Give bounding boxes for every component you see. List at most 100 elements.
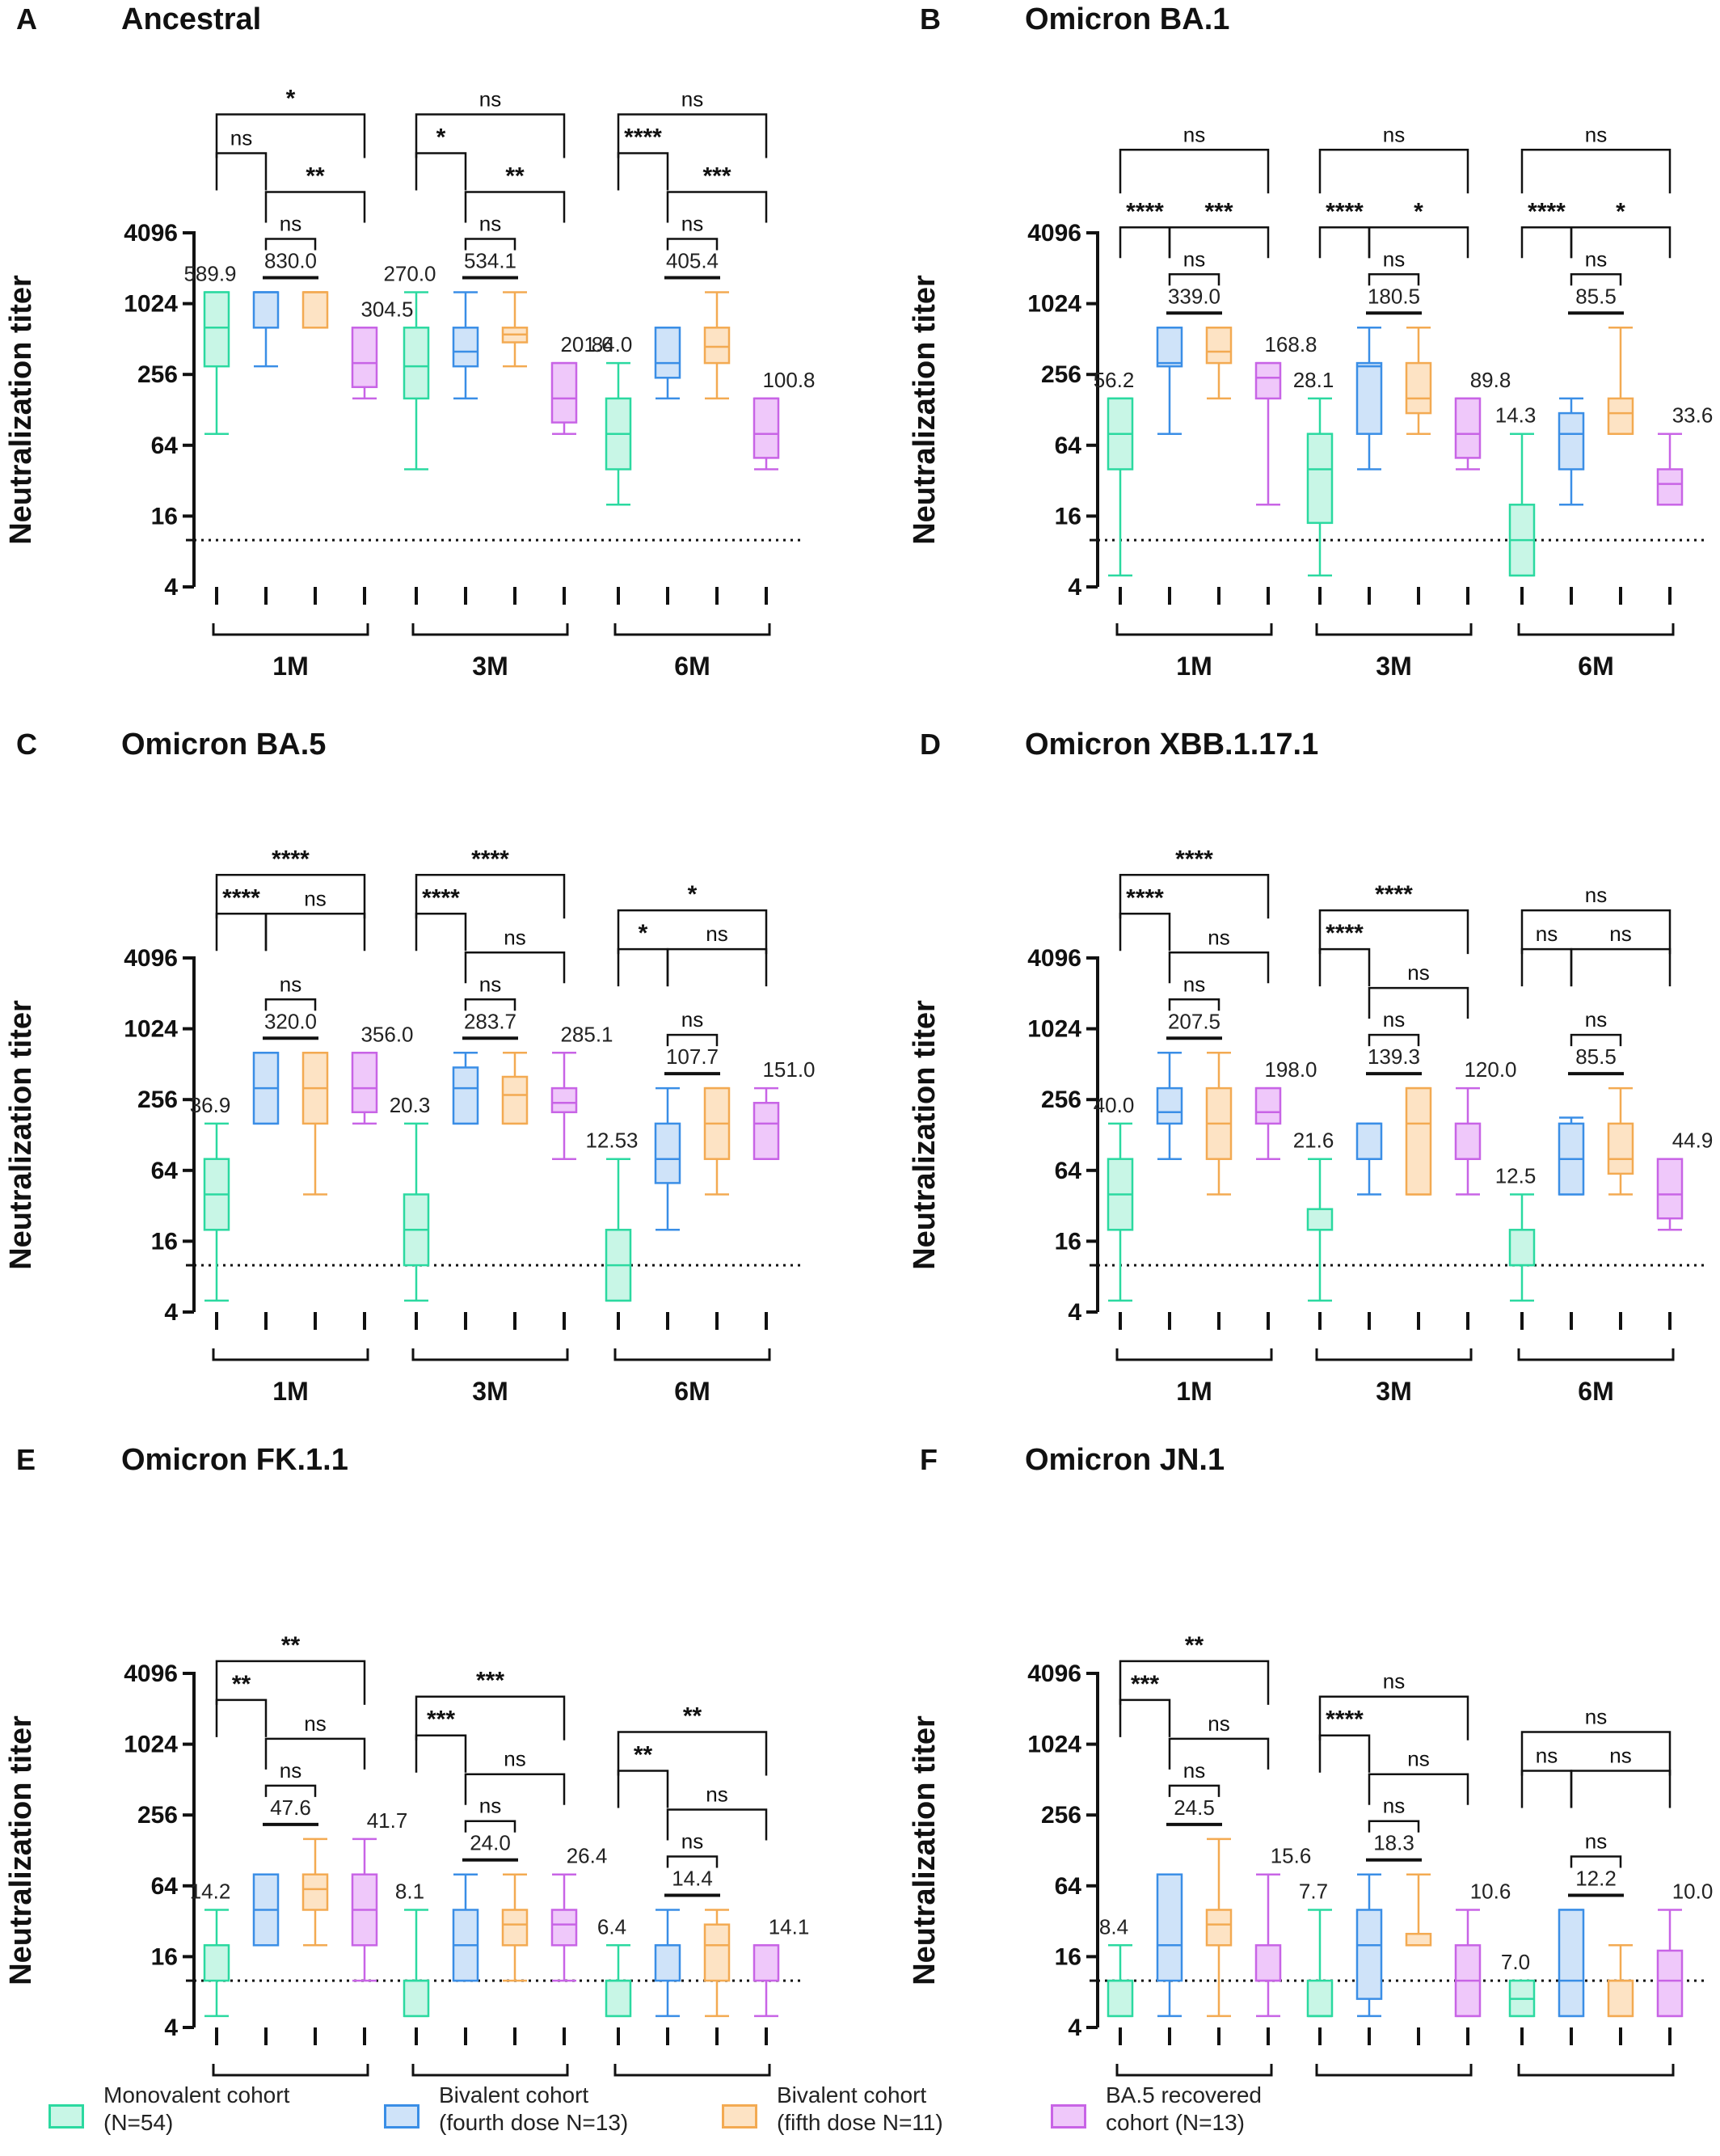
significance-label: *: [436, 124, 446, 150]
significance-bracket: [617, 1731, 768, 1776]
y-tick-label: 4: [164, 2015, 178, 2041]
significance-label: ns: [280, 1758, 301, 1783]
box-iqr: [1156, 1873, 1183, 1982]
group-bracket: [1315, 2064, 1473, 2077]
y-tick-label: 64: [151, 432, 179, 459]
legend-swatch-biv5: [722, 2104, 757, 2129]
box-biv5: [1405, 1086, 1432, 1196]
panel-title: Omicron FK.1.1: [121, 1443, 348, 1477]
box-ba5: [550, 1052, 578, 1160]
significance-bracket: [1570, 226, 1672, 259]
box-biv5: [1205, 1837, 1233, 2018]
value-label-bivalent: 18.3: [1373, 1831, 1414, 1855]
significance-label: **: [281, 1632, 301, 1659]
significance-label: ****: [1528, 198, 1566, 225]
significance-bracket: [1119, 226, 1171, 259]
significance-bracket: [215, 152, 268, 191]
significance-label: ns: [1536, 1743, 1558, 1767]
box-mono: [203, 1122, 230, 1302]
significance-bracket: [1318, 149, 1469, 194]
y-axis-label: Neutralization titer: [4, 1000, 38, 1270]
y-tick-label: 256: [137, 1086, 178, 1113]
box-iqr: [703, 327, 731, 365]
significance-label: ns: [1383, 122, 1405, 146]
panel-E: E Omicron FK.1.1 Neutralization titer 4 16 64…: [4, 1443, 809, 2077]
significance-bracket: [1368, 1033, 1420, 1047]
box-ba5: [1454, 397, 1482, 470]
significance-label: **: [634, 1741, 653, 1768]
box-mono: [605, 361, 632, 506]
y-tick-label: 16: [151, 1943, 178, 1970]
value-label-bivalent: 24.0: [470, 1831, 511, 1855]
significance-bracket: [1168, 226, 1270, 259]
legend: Monovalent cohort (N=54) Bivalent cohort (…: [0, 2082, 1720, 2156]
significance-bracket: [264, 191, 366, 223]
group-label-1M: 1M: [1176, 652, 1212, 681]
box-biv4: [654, 1909, 681, 2018]
box-iqr: [654, 327, 681, 379]
legend-label-ba5-2: cohort (N=13): [1106, 2110, 1245, 2135]
legend-swatch-ba5: [1051, 2104, 1086, 2129]
box-iqr: [452, 1066, 479, 1125]
significance-label: ns: [1183, 122, 1205, 146]
box-ba5: [1656, 1158, 1684, 1231]
significance-label: ****: [1175, 846, 1213, 872]
significance-label: ***: [427, 1707, 455, 1733]
group-bracket: [1115, 623, 1273, 636]
significance-label: ns: [1407, 1747, 1429, 1771]
value-label-bivalent: 139.3: [1368, 1044, 1420, 1069]
significance-bracket: [666, 947, 768, 987]
group-label-1M: 1M: [272, 1377, 308, 1406]
panel-letter: A: [16, 2, 37, 36]
significance-label: ns: [479, 972, 501, 996]
group-label-3M: 3M: [1376, 1377, 1411, 1406]
significance-bracket: [1520, 947, 1573, 987]
legend-label-mono-2: (N=54): [103, 2110, 174, 2135]
value-label-mono: 7.7: [1299, 1879, 1328, 1903]
significance-label: ns: [1183, 972, 1205, 996]
box-biv4: [452, 1052, 479, 1125]
significance-label: ****: [272, 846, 310, 872]
significance-bracket: [1168, 998, 1220, 1011]
box-ba5: [752, 397, 780, 470]
value-label-bivalent: 85.5: [1575, 1044, 1617, 1069]
significance-bracket: [1318, 1695, 1469, 1740]
value-label-mono: 12.5: [1495, 1163, 1537, 1188]
significance-bracket: [666, 191, 768, 223]
significance-label: *: [1616, 198, 1625, 225]
significance-label: ns: [1208, 925, 1229, 949]
legend-label-ba5-1: BA.5 recovered: [1106, 2082, 1262, 2107]
panel-letter: D: [920, 728, 941, 761]
significance-bracket: [1368, 1820, 1420, 1833]
box-ba5: [1656, 432, 1684, 506]
box-iqr: [1205, 1909, 1233, 1947]
significance-label: *: [688, 881, 698, 908]
group-bracket: [613, 1348, 771, 1361]
y-tick-label: 64: [151, 1873, 179, 1900]
significance-label: ns: [504, 1747, 525, 1771]
value-label-ba5: 356.0: [360, 1022, 413, 1046]
significance-label: ****: [422, 884, 460, 911]
significance-bracket: [1318, 947, 1371, 987]
significance-label: **: [306, 162, 325, 189]
significance-label: ns: [1585, 122, 1607, 146]
significance-label: ****: [1326, 198, 1364, 225]
significance-label: ns: [1383, 1007, 1405, 1032]
box-iqr: [1156, 327, 1183, 368]
y-tick-label: 64: [1055, 432, 1082, 459]
significance-bracket: [1368, 273, 1420, 286]
group-label-3M: 3M: [472, 652, 508, 681]
significance-label: ***: [1131, 1671, 1159, 1698]
significance-bracket: [1168, 951, 1270, 984]
box-mono: [1107, 1944, 1134, 2018]
y-axis-label: Neutralization titer: [4, 275, 38, 545]
box-biv5: [703, 1086, 731, 1196]
box-biv5: [501, 1052, 529, 1125]
significance-label: ****: [1126, 884, 1164, 911]
significance-label: ****: [624, 124, 662, 150]
significance-bracket: [464, 951, 566, 984]
value-label-mono: 589.9: [183, 261, 236, 285]
value-label-ba5: 26.4: [567, 1844, 608, 1868]
group-label-6M: 6M: [674, 1377, 710, 1406]
box-biv5: [1205, 327, 1233, 400]
